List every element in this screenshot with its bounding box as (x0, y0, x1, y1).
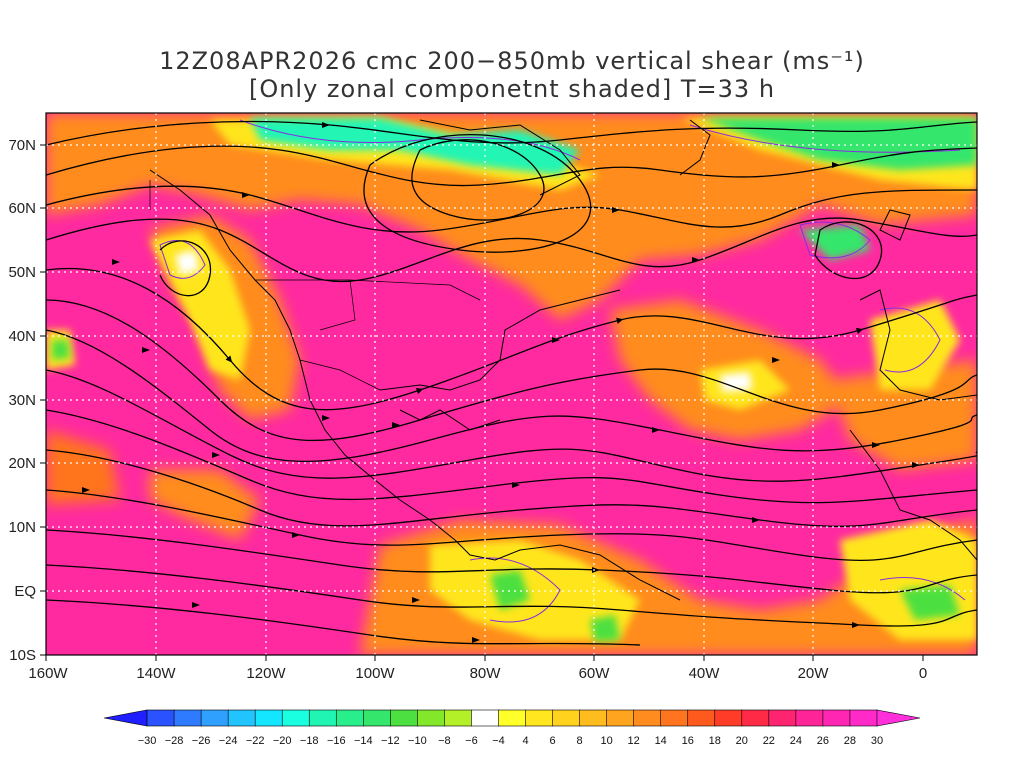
longitude-axis: 160W 140W 120W 100W 80W 60W 40W 20W 0 (28, 655, 927, 682)
streamlines (46, 120, 977, 646)
map-title-line1: 12Z08APR2026 cmc 200−850mb vertical shea… (159, 47, 865, 75)
colorbar-swatch (308, 709, 338, 727)
colorbar-label: 16 (682, 735, 694, 747)
colorbar-swatch (281, 709, 311, 727)
lat-label: 40N (8, 328, 36, 345)
lon-label: 60W (579, 665, 611, 682)
lon-label: 100W (355, 665, 395, 682)
colorbar-swatch (200, 709, 229, 727)
colorbar-swatch (390, 709, 419, 727)
lon-label: 160W (28, 665, 68, 682)
grid-lines (46, 113, 977, 655)
colorbar-label: 4 (522, 735, 528, 747)
lat-label: 10S (9, 647, 36, 664)
colorbar (103, 709, 921, 727)
lon-label: 0 (919, 665, 927, 682)
colorbar-swatch (444, 709, 473, 727)
lon-label: 80W (470, 665, 502, 682)
colorbar-swatch (417, 709, 446, 727)
colorbar-label: −4 (492, 735, 505, 747)
colorbar-swatch (768, 709, 797, 727)
colorbar-swatch (579, 709, 608, 727)
colorbar-label: −14 (354, 735, 373, 747)
colorbar-label: −8 (438, 735, 451, 747)
colorbar-label: 30 (871, 735, 883, 747)
streamline-arrows (82, 122, 920, 643)
lon-label: 140W (136, 665, 176, 682)
colorbar-swatch (254, 709, 284, 727)
colorbar-label: 8 (577, 735, 583, 747)
colorbar-label: 20 (736, 735, 748, 747)
lat-label: 60N (8, 200, 36, 217)
colorbar-swatch (471, 709, 500, 727)
colorbar-swatch (849, 709, 878, 727)
colorbar-swatch (876, 709, 921, 727)
colorbar-label: 10 (600, 735, 612, 747)
shear-shading (46, 113, 977, 655)
colorbar-swatch (822, 709, 851, 727)
colorbar-label: −20 (273, 735, 292, 747)
colorbar-label: −22 (246, 735, 265, 747)
colorbar-swatch (146, 709, 175, 727)
colorbar-label: 22 (763, 735, 775, 747)
colorbar-swatch (227, 709, 256, 727)
colorbar-label: 28 (844, 735, 856, 747)
colorbar-swatch (795, 709, 824, 727)
lat-label: 20N (8, 455, 36, 472)
colorbar-label: 14 (655, 735, 667, 747)
colorbar-label: 24 (790, 735, 802, 747)
lon-label: 40W (689, 665, 721, 682)
colorbar-label: −12 (381, 735, 400, 747)
colorbar-swatch (552, 709, 581, 727)
map-frame (45, 112, 978, 656)
map-title-line2: [Only zonal componetnt shaded] T=33 h (248, 75, 776, 103)
colorbar-swatch (660, 709, 689, 727)
colorbar-label: −18 (300, 735, 319, 747)
lon-label: 120W (246, 665, 286, 682)
lon-label: 20W (798, 665, 830, 682)
colorbar-label: 12 (628, 735, 640, 747)
colorbar-label: −24 (219, 735, 238, 747)
colorbar-swatch (335, 709, 365, 727)
colorbar-swatch (741, 709, 770, 727)
lat-label: 30N (8, 392, 36, 409)
colorbar-label: −30 (138, 735, 157, 747)
lat-label: EQ (14, 583, 36, 600)
colorbar-label: −28 (165, 735, 184, 747)
borders (149, 180, 481, 391)
colorbar-swatch (633, 709, 662, 727)
lat-label: 50N (8, 264, 36, 281)
latitude-axis: 70N 60N 50N 40N 30N 20N 10N EQ 10S (8, 137, 46, 664)
lat-label: 10N (8, 519, 36, 536)
colorbar-swatch (525, 709, 554, 727)
colorbar-swatch (714, 709, 743, 727)
colorbar-label: −16 (327, 735, 346, 747)
colorbar-swatch (103, 709, 148, 727)
colorbar-label: 18 (709, 735, 721, 747)
colorbar-labels: −30 −28 −26 −24 −22 −20 −18 −16 −14 −12 −10 −8 −6 −4 4… (138, 735, 883, 747)
colorbar-swatch (173, 709, 202, 727)
colorbar-label: −6 (465, 735, 478, 747)
colorbar-swatch (687, 709, 716, 727)
colorbar-label: 6 (549, 735, 555, 747)
colorbar-label: 26 (817, 735, 829, 747)
negative-shear-regions (52, 118, 977, 642)
colorbar-label: −26 (192, 735, 211, 747)
colorbar-swatch (363, 709, 392, 727)
lat-label: 70N (8, 137, 36, 154)
colorbar-label: −10 (408, 735, 427, 747)
colorbar-swatch (498, 709, 527, 727)
colorbar-swatch (606, 709, 635, 727)
